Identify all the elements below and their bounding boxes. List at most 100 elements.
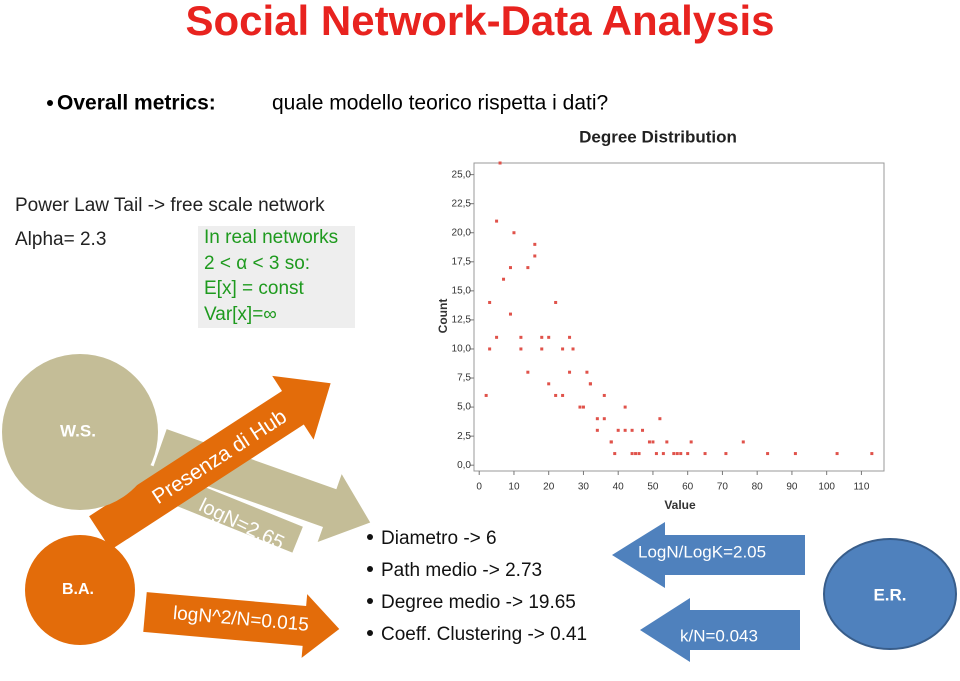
y-tick-label: 22,5 <box>452 198 472 209</box>
metric: Path medio -> 2.73 <box>381 560 542 581</box>
point <box>512 231 516 235</box>
x-tick-label: 40 <box>613 482 625 493</box>
x-tick-label: 110 <box>853 482 869 493</box>
y-axis-label: Count <box>436 299 450 334</box>
point <box>703 452 707 456</box>
point <box>508 266 512 270</box>
point <box>595 428 599 432</box>
x-tick-label: 0 <box>476 482 482 493</box>
point <box>533 242 537 246</box>
point <box>519 347 523 351</box>
point <box>578 405 582 409</box>
point <box>568 370 572 374</box>
x-tick-label: 50 <box>647 482 659 493</box>
plot-area <box>473 162 885 472</box>
point <box>561 347 565 351</box>
point <box>533 254 537 258</box>
x-axis-label: Value <box>664 498 696 512</box>
metrics: Diametro -> 6 Path medio -> 2.73 Degree … <box>367 528 587 645</box>
note-line: 2 < α < 3 so: <box>204 253 310 274</box>
y-tick-label: 2,5 <box>457 431 471 442</box>
y-tick-label: 5,0 <box>457 402 471 413</box>
point <box>689 440 693 444</box>
point <box>672 452 676 456</box>
y-tick-label: 0,0 <box>457 460 471 471</box>
point <box>647 440 651 444</box>
point <box>602 393 606 397</box>
bullet-text: quale modello teorico rispetta i dati? <box>272 92 608 115</box>
point <box>495 335 499 339</box>
y-tick-label: 15,0 <box>452 285 472 296</box>
x-tick-label: 30 <box>578 482 590 493</box>
point <box>554 300 558 304</box>
point <box>484 393 488 397</box>
metric: Diametro -> 6 <box>381 528 497 549</box>
y-tick-label: 17,5 <box>452 256 472 267</box>
ws-label: W.S. <box>60 421 96 440</box>
point <box>686 452 690 456</box>
y-tick-label: 10,0 <box>452 344 472 355</box>
point <box>651 440 655 444</box>
point <box>519 335 523 339</box>
metric-dot <box>367 566 373 572</box>
chart: 0,0 2,5 5,0 7,5 10,0 12,5 15,0 17,5 20,0 22,5 25,0… <box>452 161 885 493</box>
point <box>630 452 634 456</box>
point <box>585 370 589 374</box>
point <box>658 417 662 421</box>
point <box>665 440 669 444</box>
x-tick-label: 80 <box>752 482 764 493</box>
title: Social Network-Data Analysis <box>186 0 775 44</box>
point <box>766 452 770 456</box>
y-tick-label: 25,0 <box>452 169 472 180</box>
point <box>602 417 606 421</box>
x-tick-label: 70 <box>717 482 729 493</box>
point <box>623 428 627 432</box>
point <box>488 347 492 351</box>
x-tick-label: 100 <box>818 482 835 493</box>
bullet-dot <box>47 100 53 106</box>
point <box>488 300 492 304</box>
point <box>724 452 728 456</box>
orange-arrow <box>143 592 340 658</box>
alpha-text: Alpha= 2.3 <box>15 229 106 250</box>
point <box>526 370 530 374</box>
metric: Degree medio -> 19.65 <box>381 592 576 613</box>
arrow-label: LogN/LogK=2.05 <box>638 542 766 561</box>
point <box>508 312 512 316</box>
point <box>547 335 551 339</box>
metric-dot <box>367 630 373 636</box>
point <box>835 452 839 456</box>
power-law-text: Power Law Tail -> free scale network <box>15 195 325 216</box>
chart-title: Degree Distribution <box>579 127 737 146</box>
blue-arrow <box>612 522 805 588</box>
point <box>595 417 599 421</box>
point <box>498 161 502 165</box>
x-tick-label: 10 <box>508 482 520 493</box>
point <box>870 452 874 456</box>
bullet-label: Overall metrics: <box>57 92 216 115</box>
note-lines: In real networks 2 < α < 3 so: E[x] = co… <box>204 227 338 325</box>
point <box>675 452 679 456</box>
point <box>540 347 544 351</box>
point <box>540 335 544 339</box>
point <box>679 452 683 456</box>
point <box>561 393 565 397</box>
point <box>623 405 627 409</box>
ba-circle <box>25 535 135 645</box>
metric-dot <box>367 534 373 540</box>
note-line: In real networks <box>204 227 338 248</box>
point <box>634 452 638 456</box>
arrow-label: k/N=0.043 <box>680 626 758 645</box>
point <box>654 452 658 456</box>
point <box>495 219 499 223</box>
ws-circle <box>2 354 158 510</box>
metric: Coeff. Clustering -> 0.41 <box>381 624 587 645</box>
point <box>637 452 641 456</box>
point <box>616 428 620 432</box>
point <box>588 382 592 386</box>
point <box>609 440 613 444</box>
point <box>661 452 665 456</box>
orange-arrow <box>89 375 331 550</box>
point <box>581 405 585 409</box>
